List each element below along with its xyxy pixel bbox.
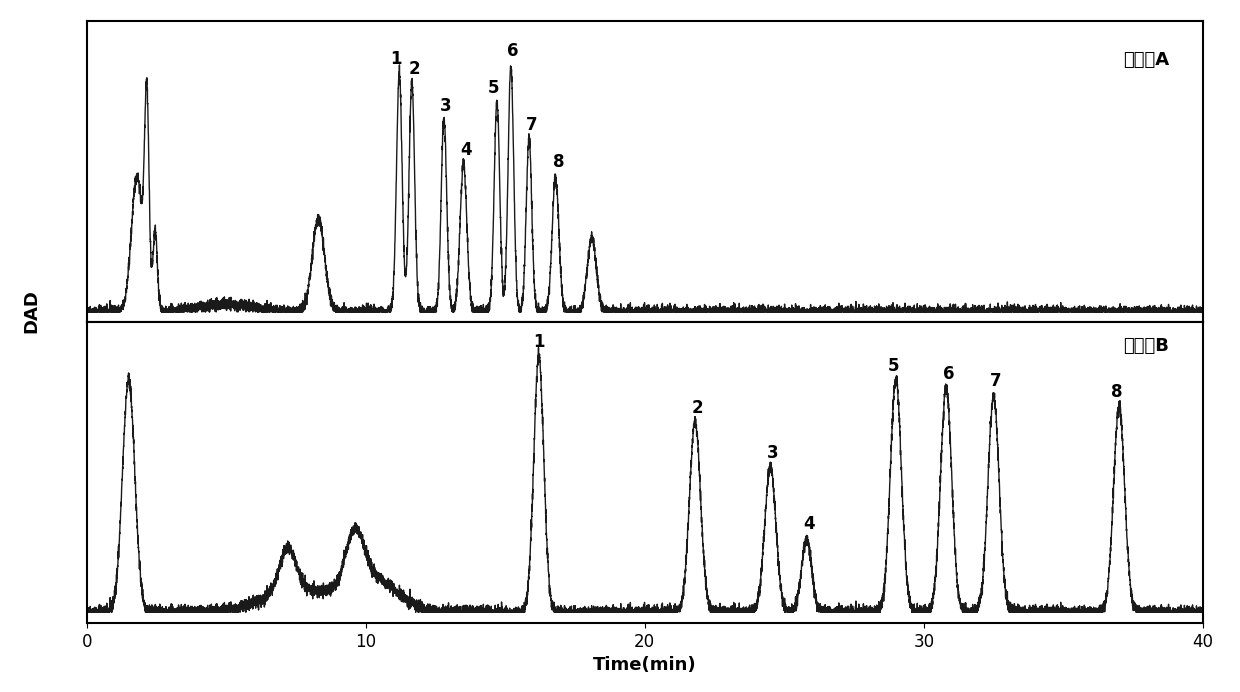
Text: 2: 2 [408, 60, 420, 78]
Text: 6: 6 [507, 42, 518, 60]
Text: 1: 1 [391, 50, 402, 68]
Text: 6: 6 [942, 365, 954, 383]
Text: DAD: DAD [22, 289, 40, 334]
Text: 4: 4 [804, 515, 815, 533]
Text: 2: 2 [692, 399, 703, 417]
Text: 8: 8 [1111, 383, 1122, 401]
Text: 7: 7 [990, 372, 1002, 390]
Text: 1: 1 [533, 333, 544, 351]
Text: 7: 7 [526, 116, 537, 134]
Text: 5: 5 [888, 356, 899, 374]
Text: 3: 3 [440, 96, 451, 114]
X-axis label: Time(min): Time(min) [593, 656, 697, 674]
Text: 3: 3 [766, 444, 779, 462]
Text: 色谱柱A: 色谱柱A [1123, 51, 1169, 69]
Text: 8: 8 [553, 153, 564, 172]
Text: 色谱柱B: 色谱柱B [1123, 337, 1169, 355]
Text: 4: 4 [460, 141, 471, 159]
Text: 5: 5 [487, 80, 500, 98]
